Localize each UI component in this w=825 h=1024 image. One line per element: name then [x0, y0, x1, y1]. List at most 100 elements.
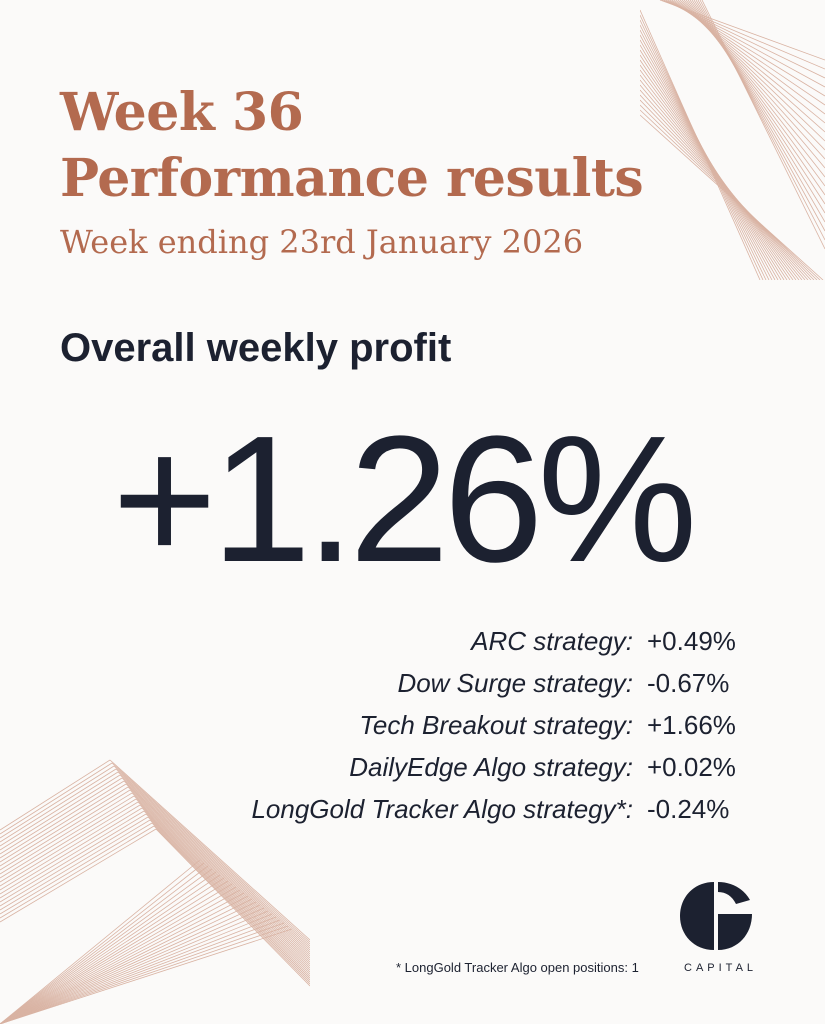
decorative-line	[640, 104, 818, 280]
g-monogram-logo-icon	[680, 882, 752, 950]
decorative-line	[640, 54, 788, 280]
decorative-line	[149, 819, 310, 981]
decorative-line	[640, 89, 809, 280]
decorative-line	[0, 804, 141, 891]
decorative-line	[640, 59, 791, 280]
decorative-line	[151, 822, 310, 983]
title-week: Week 36	[60, 82, 304, 143]
decorative-line	[640, 84, 806, 280]
decorative-line	[0, 910, 269, 1024]
logo-text: CAPITAL	[684, 962, 758, 974]
title-performance: Performance results	[60, 148, 644, 209]
decorative-line	[640, 39, 779, 280]
decorative-line	[0, 922, 285, 1024]
strategy-label: Dow Surge strategy:	[397, 668, 633, 698]
page-title: Week 36 Performance results	[60, 80, 644, 212]
decorative-line	[695, 0, 825, 223]
decorative-line	[640, 69, 797, 280]
strategy-label: DailyEdge Algo strategy:	[349, 752, 633, 782]
decorative-line	[0, 762, 113, 835]
decorative-line	[0, 786, 129, 867]
strategy-list: ARC strategy: +0.49% Dow Surge strategy:…	[205, 620, 765, 830]
decorative-line	[640, 74, 800, 280]
strategy-value: +1.66%	[647, 710, 736, 740]
decorative-line	[0, 765, 115, 839]
decorative-line	[679, 0, 825, 151]
decorative-line	[683, 0, 825, 169]
decorative-line	[689, 0, 825, 196]
decorative-line	[0, 783, 127, 863]
decorative-line	[0, 801, 139, 887]
decorative-line	[659, 0, 825, 61]
decorative-line	[640, 114, 824, 280]
strategy-label: ARC strategy:	[471, 626, 633, 656]
company-logo: CAPITAL	[670, 880, 780, 980]
page-subtitle: Week ending 23rd January 2026	[60, 223, 584, 261]
decorative-line	[0, 819, 151, 911]
strategy-label: LongGold Tracker Algo strategy*:	[251, 794, 633, 824]
decorative-line	[0, 768, 117, 843]
decorative-line	[0, 798, 137, 883]
decorative-line	[685, 0, 825, 178]
strategy-row: DailyEdge Algo strategy: +0.02%	[205, 746, 765, 788]
decorative-line	[0, 828, 157, 923]
decorative-line	[0, 868, 213, 1024]
overall-profit-value: +1.26%	[112, 399, 697, 600]
decorative-line	[640, 19, 767, 280]
decorative-line	[0, 859, 201, 1024]
strategy-row: Tech Breakout strategy: +1.66%	[205, 704, 765, 746]
decorative-line	[0, 883, 233, 1024]
decorative-line	[0, 789, 131, 871]
decorative-line	[699, 0, 825, 241]
decorative-line	[0, 892, 245, 1024]
decorative-line	[0, 928, 293, 1024]
decorative-line	[0, 777, 123, 855]
decorative-line	[693, 0, 825, 214]
decorative-line	[0, 871, 217, 1024]
decorative-line	[681, 0, 825, 160]
decorative-line	[675, 0, 825, 133]
decorative-line	[697, 0, 825, 232]
decorative-line	[155, 828, 310, 987]
decorative-line	[677, 0, 825, 142]
decorative-line	[0, 759, 111, 831]
decorative-line	[687, 0, 825, 187]
decorative-line	[640, 99, 815, 280]
decorative-line	[0, 886, 237, 1024]
decorative-line	[0, 919, 281, 1024]
decorative-line	[0, 807, 143, 895]
decorative-line	[640, 94, 812, 280]
decorative-line	[0, 895, 249, 1024]
decorative-line	[0, 774, 121, 851]
decorative-line	[667, 0, 825, 97]
decorative-line	[0, 792, 133, 875]
decorative-line	[0, 880, 229, 1024]
decorative-line	[0, 925, 289, 1024]
strategy-value: -0.67%	[647, 668, 730, 698]
decorative-line	[0, 822, 153, 915]
decorative-line	[640, 29, 773, 280]
decorative-line	[640, 109, 821, 280]
decorative-line	[669, 0, 825, 106]
decorative-line	[640, 64, 794, 280]
decorative-line	[0, 813, 147, 903]
decorative-line	[0, 825, 155, 919]
strategy-value: +0.49%	[647, 626, 736, 656]
decorative-line	[640, 14, 764, 280]
decorative-line	[0, 901, 257, 1024]
decorative-line	[640, 9, 761, 280]
decorative-line	[0, 877, 225, 1024]
decorative-line	[0, 889, 241, 1024]
decorative-line	[640, 44, 782, 280]
footnote: * LongGold Tracker Algo open positions: …	[396, 960, 639, 975]
decorative-lines-top-right	[640, 0, 825, 280]
decorative-line	[663, 0, 825, 79]
strategy-row: Dow Surge strategy: -0.67%	[205, 662, 765, 704]
decorative-line	[147, 816, 310, 979]
decorative-line	[640, 34, 776, 280]
strategy-value: -0.24%	[647, 794, 730, 824]
decorative-line	[691, 0, 825, 205]
decorative-line	[640, 79, 803, 280]
decorative-line	[640, 49, 785, 280]
decorative-line	[141, 807, 310, 973]
